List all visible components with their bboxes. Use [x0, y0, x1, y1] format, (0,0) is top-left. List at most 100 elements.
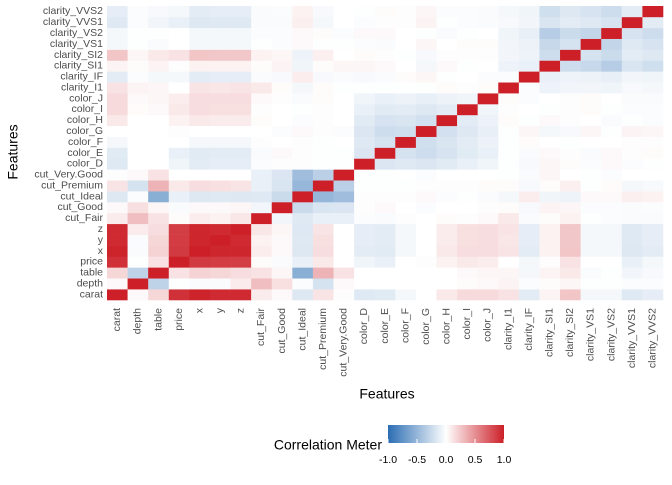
cell: [148, 125, 170, 137]
cell: [621, 104, 643, 116]
cell: [292, 114, 314, 127]
cell: [333, 180, 355, 192]
cell: [415, 234, 437, 246]
cell: [209, 158, 231, 170]
cell: [498, 38, 520, 50]
cell: [148, 38, 170, 50]
cell: [127, 82, 149, 94]
cell: [230, 169, 252, 181]
cell: [621, 234, 643, 246]
cell: [374, 147, 396, 159]
cell: [621, 180, 643, 192]
cell: [621, 267, 643, 279]
cell: [312, 6, 334, 18]
y-tick-label: cut_Very.Good: [34, 169, 103, 181]
cell: [333, 212, 355, 225]
cell: [560, 49, 581, 61]
cell: [168, 234, 190, 246]
cell: [580, 82, 602, 94]
cell: [518, 289, 540, 301]
cell: [601, 125, 623, 137]
cell: [498, 60, 520, 72]
cell: [333, 191, 355, 203]
cell: [168, 125, 190, 137]
cell: [271, 234, 293, 246]
cell: [209, 38, 231, 50]
cell: [436, 191, 458, 203]
cell: [498, 169, 520, 181]
cell: [601, 27, 623, 39]
y-tick-label: depth: [77, 277, 103, 289]
cell: [333, 6, 355, 18]
cell: [251, 136, 273, 148]
cell: [498, 16, 520, 29]
cell: [621, 6, 643, 18]
cell: [374, 71, 396, 83]
cell: [498, 180, 520, 192]
cell: [539, 180, 561, 192]
cell: [127, 16, 149, 29]
cell: [168, 71, 190, 83]
cell: [354, 147, 376, 159]
cell: [498, 114, 520, 127]
cell: [560, 245, 581, 257]
cell: [621, 38, 643, 50]
cell: [436, 223, 458, 235]
y-tick-label: color_I: [71, 103, 103, 115]
y-tick-label: clarity_I1: [61, 81, 103, 93]
cell: [601, 180, 623, 192]
cell: [477, 27, 499, 39]
colorbar-tick-label: -0.5: [408, 454, 426, 466]
cell: [374, 289, 396, 301]
cell: [374, 60, 396, 72]
cell: [518, 16, 540, 29]
cell: [251, 191, 273, 203]
x-tick-label: table: [152, 308, 164, 331]
cell: [477, 158, 499, 170]
cell: [168, 289, 190, 301]
cell: [189, 16, 211, 29]
cell: [539, 202, 561, 214]
cell: [251, 93, 273, 105]
cell: [230, 278, 252, 290]
cell: [251, 125, 273, 137]
cell: [354, 27, 376, 39]
cell: [642, 125, 664, 137]
cell: [251, 147, 273, 159]
cell: [189, 82, 211, 94]
cell: [642, 38, 664, 50]
cell: [374, 202, 396, 214]
cell: [271, 60, 293, 72]
cell: [168, 27, 190, 39]
cell: [189, 60, 211, 72]
cell: [107, 38, 128, 50]
cell: [333, 234, 355, 246]
cell: [312, 49, 334, 61]
cell: [601, 114, 623, 127]
cell: [251, 212, 273, 225]
cell: [209, 212, 231, 225]
cell: [333, 289, 355, 301]
cell: [601, 93, 623, 105]
cell: [354, 49, 376, 61]
cell: [539, 267, 561, 279]
cell: [374, 38, 396, 50]
cell: [230, 212, 252, 225]
cell: [560, 38, 581, 50]
cell: [189, 27, 211, 39]
cell: [230, 114, 252, 127]
cell: [251, 38, 273, 50]
cell: [374, 169, 396, 181]
cell: [374, 180, 396, 192]
cell: [168, 147, 190, 159]
cell: [580, 180, 602, 192]
cell: [271, 278, 293, 290]
cell: [271, 27, 293, 39]
cell: [415, 16, 437, 29]
cell: [498, 136, 520, 148]
cell: [271, 289, 293, 301]
cell: [312, 212, 334, 225]
cell: [518, 60, 540, 72]
cell: [621, 278, 643, 290]
cell: [209, 245, 231, 257]
